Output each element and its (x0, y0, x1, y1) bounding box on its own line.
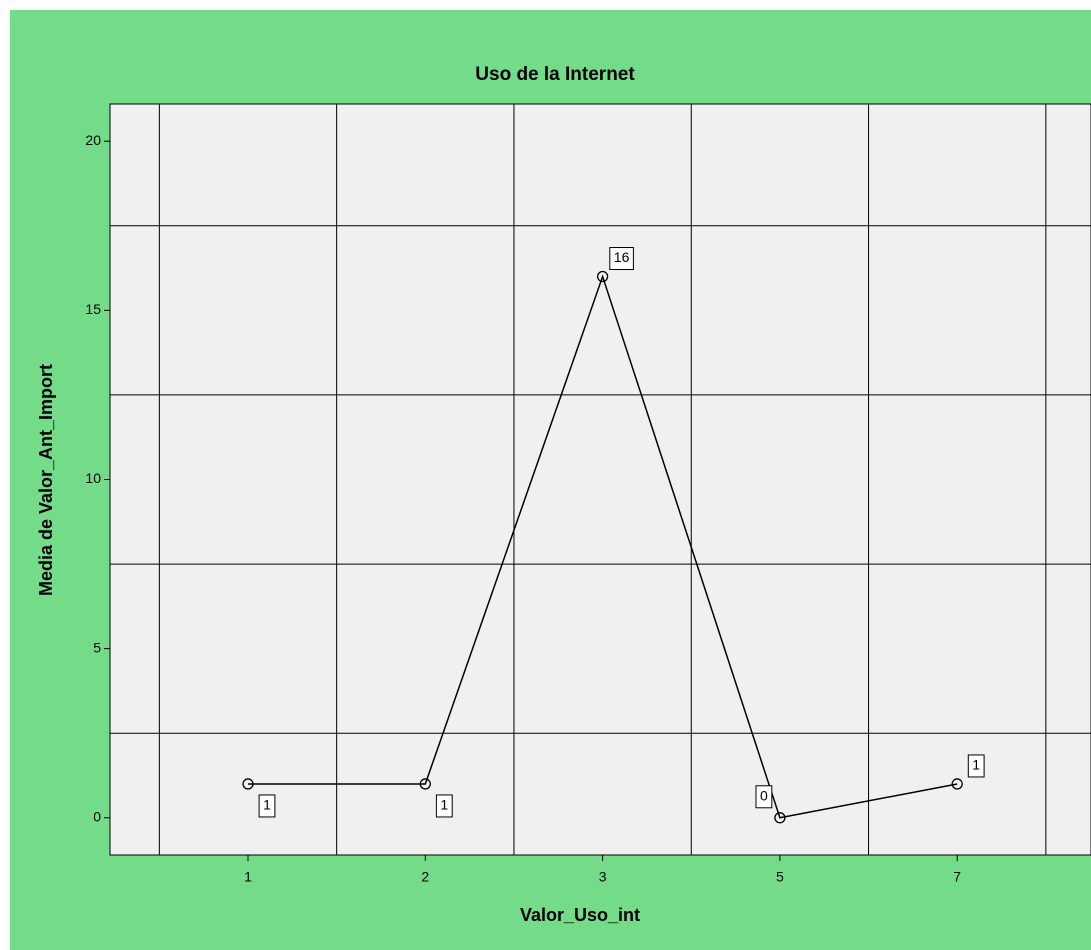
point (951, 778, 963, 790)
data-label: 1 (440, 797, 448, 813)
line (248, 274, 958, 819)
data-label: 16 (614, 249, 630, 265)
y-tick-label: 0 (93, 808, 101, 824)
x-tick-label: 2 (421, 869, 429, 885)
point (242, 778, 254, 790)
y-tick-label: 15 (85, 301, 101, 317)
data-label: 0 (760, 787, 768, 803)
data-label-box (258, 794, 276, 818)
data-label: 1 (263, 797, 271, 813)
data-label-box (967, 754, 985, 778)
point (596, 270, 609, 283)
data-label-box (755, 785, 773, 809)
point (419, 778, 431, 790)
x-tick-label: 7 (953, 869, 961, 885)
data-label-box (435, 794, 453, 818)
x-axis-title: Valor_Uso_int (520, 905, 640, 925)
y-tick-label: 5 (93, 639, 101, 655)
y-tick-label: 20 (85, 132, 101, 148)
plot-area (109, 103, 1091, 856)
data-label-box (609, 247, 634, 271)
x-tick-label: 1 (244, 869, 252, 885)
y-axis-title: Media de Valor_Ant_Import (36, 364, 56, 596)
y-tick-label: 10 (85, 470, 101, 486)
chart-title: Uso de la Internet (475, 64, 635, 85)
x-tick-label: 5 (776, 869, 784, 885)
point (774, 812, 786, 824)
data-label: 1 (972, 757, 980, 773)
x-tick-label: 3 (599, 869, 607, 885)
